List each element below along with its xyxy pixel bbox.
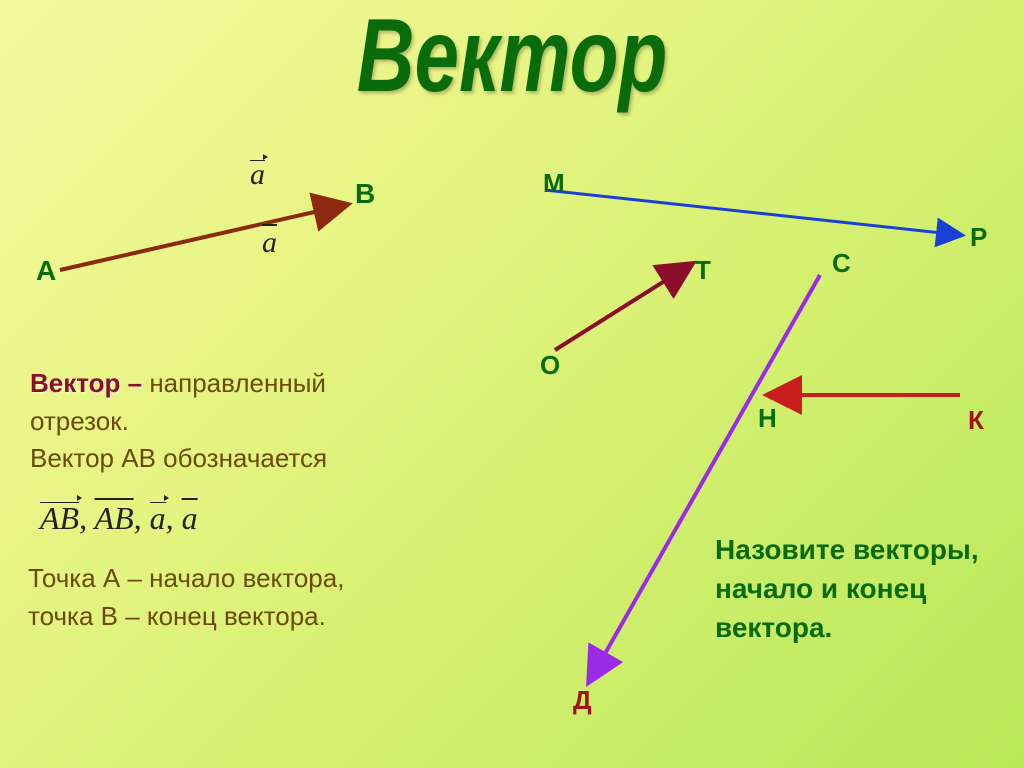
points-line1: Точка А – начало вектора, xyxy=(28,560,344,598)
vector-OT xyxy=(555,265,690,350)
definition-block: Вектор – направленный отрезок. Вектор АВ… xyxy=(30,365,327,478)
page-title: Вектор xyxy=(357,0,668,116)
notation-AB-bar: AB xyxy=(95,500,134,536)
label-P: Р xyxy=(970,222,987,253)
definition-term: Вектор – xyxy=(30,368,142,398)
definition-line1: Вектор – направленный xyxy=(30,365,327,403)
label-D: Д xyxy=(573,685,592,716)
notation-AB-arrow: AB xyxy=(40,500,79,537)
task-line1: Назовите векторы, xyxy=(715,530,979,569)
points-text-block: Точка А – начало вектора, точка В – коне… xyxy=(28,560,344,635)
task-text-block: Назовите векторы, начало и конец вектора… xyxy=(715,530,979,648)
notation-list: AB, AB, a, a xyxy=(40,500,198,537)
task-line3: вектора. xyxy=(715,608,979,647)
label-H: Н xyxy=(758,403,777,434)
task-line2: начало и конец xyxy=(715,569,979,608)
definition-line3: Вектор АВ обозначается xyxy=(30,440,327,478)
label-K: К xyxy=(968,405,984,436)
label-M: М xyxy=(543,168,565,199)
notation-a-arrow: a xyxy=(250,158,265,192)
label-T: Т xyxy=(695,255,711,286)
notation-a-arrow-list: a xyxy=(150,500,166,537)
definition-rest: направленный xyxy=(142,368,326,398)
label-C: С xyxy=(832,248,851,279)
label-O: О xyxy=(540,350,560,381)
definition-line2: отрезок. xyxy=(30,403,327,441)
vector-MP xyxy=(545,190,960,235)
vector-AB xyxy=(60,205,345,270)
notation-a-bar-list: a xyxy=(182,500,198,536)
label-A: А xyxy=(36,255,56,287)
notation-a-bar: a xyxy=(262,226,277,260)
label-B: В xyxy=(355,178,375,210)
points-line2: точка В – конец вектора. xyxy=(28,598,344,636)
